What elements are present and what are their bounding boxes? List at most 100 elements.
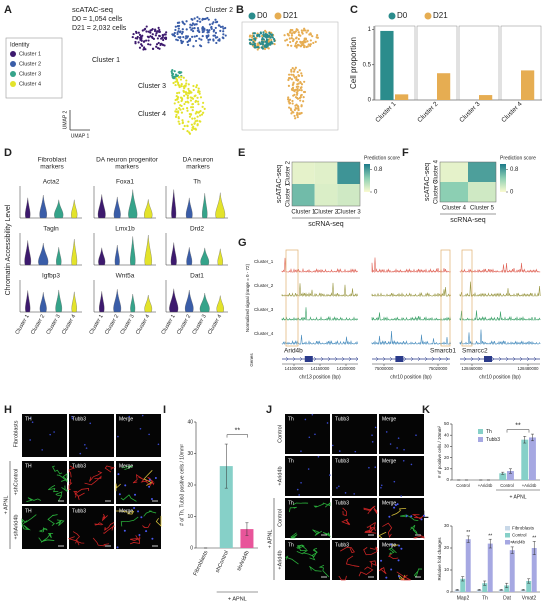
- signal-track: [371, 331, 452, 346]
- nucleus: [396, 447, 398, 449]
- signal-track: [459, 262, 541, 274]
- umap-point: [147, 36, 150, 39]
- nucleus: [338, 485, 340, 488]
- nucleus: [354, 450, 357, 453]
- legend-label: Th: [486, 429, 492, 435]
- signal-track: [459, 281, 541, 298]
- umap-point: [221, 36, 224, 39]
- row-label: Control: [277, 425, 283, 443]
- legend-swatch: [10, 71, 16, 77]
- umap-point: [181, 121, 184, 125]
- gene-arrow: [519, 356, 523, 362]
- umap-point: [295, 85, 298, 88]
- umap-point: [222, 30, 225, 33]
- umap-point: [183, 124, 186, 128]
- umap-point: [175, 74, 179, 78]
- heat-cell: [314, 162, 338, 184]
- umap-point: [252, 35, 255, 38]
- umap-point: [179, 36, 182, 39]
- umap-point: [303, 39, 306, 42]
- umap-point: [201, 34, 204, 38]
- umap-point: [196, 100, 200, 103]
- umap-point: [165, 31, 168, 34]
- umap-point: [186, 109, 189, 112]
- umap-point: [186, 100, 189, 103]
- neurite: [61, 473, 68, 482]
- nucleus: [410, 463, 413, 466]
- umap-point: [291, 110, 294, 113]
- umap-point: [177, 27, 180, 30]
- legend-label: Cluster 3: [19, 71, 41, 77]
- umap-point: [177, 76, 181, 79]
- neurite: [84, 475, 102, 486]
- umap-point: [253, 43, 256, 46]
- violin: [200, 247, 210, 266]
- violin: [97, 194, 106, 219]
- nucleus: [123, 529, 126, 532]
- violin: [54, 199, 64, 219]
- umap-point: [287, 100, 290, 103]
- umap-point: [314, 40, 317, 44]
- nucleus: [138, 534, 141, 537]
- y-tick-label: 0.5: [363, 62, 372, 68]
- umap-point: [210, 25, 213, 29]
- umap-point: [267, 47, 270, 50]
- umap-point: [301, 32, 304, 35]
- umap-point: [291, 99, 294, 103]
- neurite: [21, 520, 31, 531]
- y-axis-label: Relative fold changes: [437, 537, 442, 581]
- neurite: [26, 497, 42, 503]
- neurite: [143, 510, 157, 517]
- signal-track: [281, 307, 359, 322]
- nucleus: [124, 484, 127, 487]
- umap-point: [303, 80, 306, 83]
- violin: [71, 239, 78, 266]
- umap-point: [137, 31, 140, 34]
- gene-arrow: [313, 356, 317, 362]
- umap-point: [214, 31, 218, 35]
- umap-point: [218, 24, 221, 27]
- umap-point: [149, 43, 152, 46]
- umap-point: [190, 123, 194, 126]
- nucleus: [71, 415, 73, 418]
- umap-point: [259, 31, 262, 34]
- x-axis-label: scRNA-seq: [308, 221, 344, 228]
- umap-point: [298, 69, 301, 72]
- gene-arrow: [348, 356, 352, 362]
- umap-point: [143, 40, 146, 43]
- signal-track: [281, 257, 358, 274]
- significance: **: [515, 422, 521, 429]
- umap-point: [287, 84, 291, 88]
- highlight: [440, 249, 451, 347]
- row-label: Control: [277, 509, 283, 527]
- nucleus: [415, 434, 417, 437]
- umap-point: [222, 33, 225, 36]
- x-tick-label: Dat: [503, 595, 511, 601]
- legend-label: Control: [512, 533, 527, 538]
- neurite: [103, 525, 115, 534]
- umap-point: [293, 89, 297, 92]
- umap-point: [270, 38, 273, 42]
- micrograph: [285, 456, 330, 496]
- umap-point: [288, 37, 291, 40]
- umap-point: [201, 105, 204, 108]
- umap-point: [144, 48, 147, 51]
- umap-point: [152, 47, 155, 51]
- neurite: [364, 527, 377, 534]
- umap-point: [193, 122, 196, 125]
- y-tick-label: 20: [444, 545, 450, 550]
- legend-swatch: [10, 51, 16, 57]
- umap-point: [176, 96, 180, 99]
- neurite: [21, 514, 37, 524]
- label: UMAP 2: [62, 111, 68, 130]
- umap-point: [299, 94, 303, 97]
- umap-point: [194, 112, 197, 115]
- channel-label: Merge: [382, 500, 396, 506]
- umap-point: [173, 35, 177, 38]
- legend-label: Cluster 4: [19, 81, 41, 87]
- umap-point: [182, 90, 186, 93]
- y-tick-label: 0: [446, 477, 449, 482]
- x-tick-label: Cluster 3: [192, 314, 208, 336]
- heat-cell: [292, 184, 315, 206]
- umap-point: [202, 30, 205, 33]
